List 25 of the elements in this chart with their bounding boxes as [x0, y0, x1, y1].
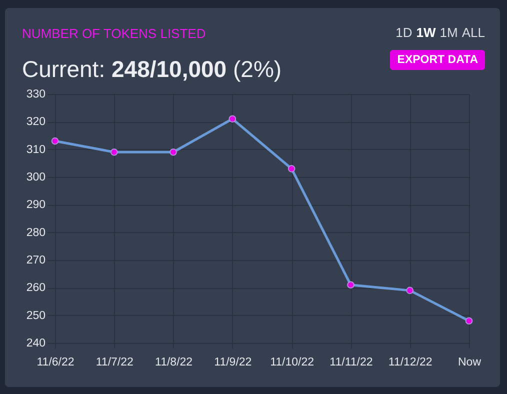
x-tick-label: 11/6/22: [36, 356, 74, 368]
y-tick-label: 330: [26, 88, 46, 100]
export-button: EXPORT DATA: [390, 50, 485, 70]
x-tick-label: 11/7/22: [96, 356, 134, 368]
time-range-option: 1M: [440, 25, 458, 40]
time-range-option: 1W: [416, 25, 436, 40]
chart-subtitle: Current: 248/10,000 (2%): [22, 56, 282, 82]
x-tick-label: Now: [458, 356, 482, 368]
y-tick-label: 290: [26, 199, 46, 212]
x-tick-label: 11/11/22: [330, 356, 373, 368]
time-range-option: 1D: [396, 25, 412, 40]
y-tick-label: 280: [26, 226, 46, 239]
y-tick-label: 250: [26, 310, 46, 322]
y-tick-label: 300: [26, 172, 46, 184]
y-tick-label: 310: [26, 144, 46, 156]
y-tick-label: 260: [26, 282, 46, 294]
chart-title: NUMBER OF TOKENS LISTED: [22, 26, 206, 41]
x-tick-label: 11/10/22: [270, 356, 314, 368]
x-tick-label: 11/9/22: [214, 356, 252, 368]
y-tick-label: 320: [26, 116, 46, 128]
x-tick-label: 11/12/22: [388, 356, 432, 368]
y-tick-label: 240: [26, 338, 46, 350]
time-range-option: ALL: [462, 25, 485, 40]
x-tick-label: 11/8/22: [155, 356, 193, 368]
y-tick-label: 270: [26, 254, 46, 266]
